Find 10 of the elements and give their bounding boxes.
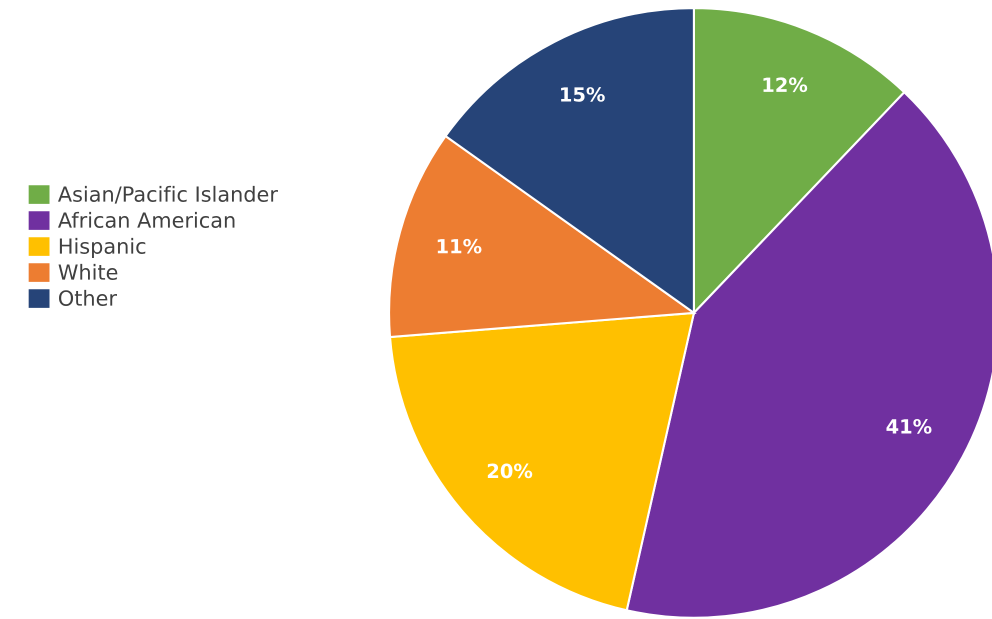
data-label: 15% [561,87,605,102]
legend-label: Asian/Pacific Islander [58,186,278,204]
legend-label: Hispanic [60,238,146,258]
data-label: 41% [886,419,932,434]
legend-label: White [58,264,118,280]
data-label: 12% [763,77,808,92]
data-label: 20% [488,464,532,478]
legend-label: African American [58,212,234,228]
data-label: 11% [438,238,482,254]
legend-label: Other [59,290,117,306]
